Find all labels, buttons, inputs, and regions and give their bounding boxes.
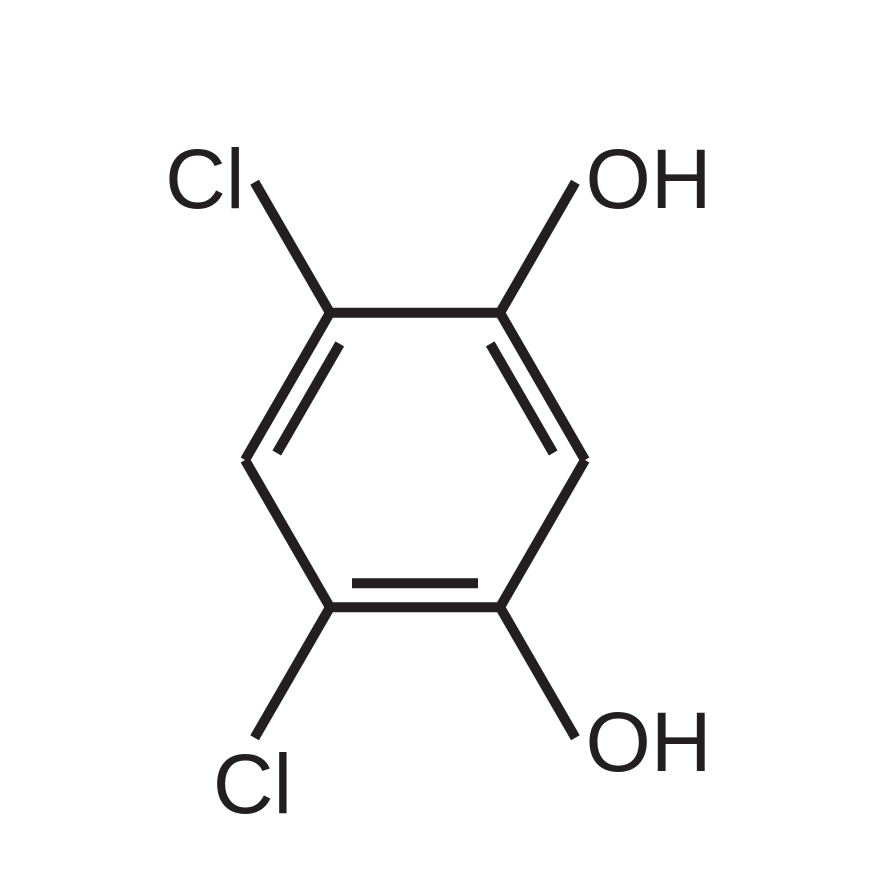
atom-label-cl-left: Cl [165, 132, 244, 226]
atom-label-oh-top: OH [586, 132, 712, 226]
atom-label-oh-right: OH [586, 695, 712, 789]
atom-label-cl-bottom: Cl [213, 737, 292, 831]
molecule-diagram: OH OH Cl Cl [0, 0, 890, 890]
